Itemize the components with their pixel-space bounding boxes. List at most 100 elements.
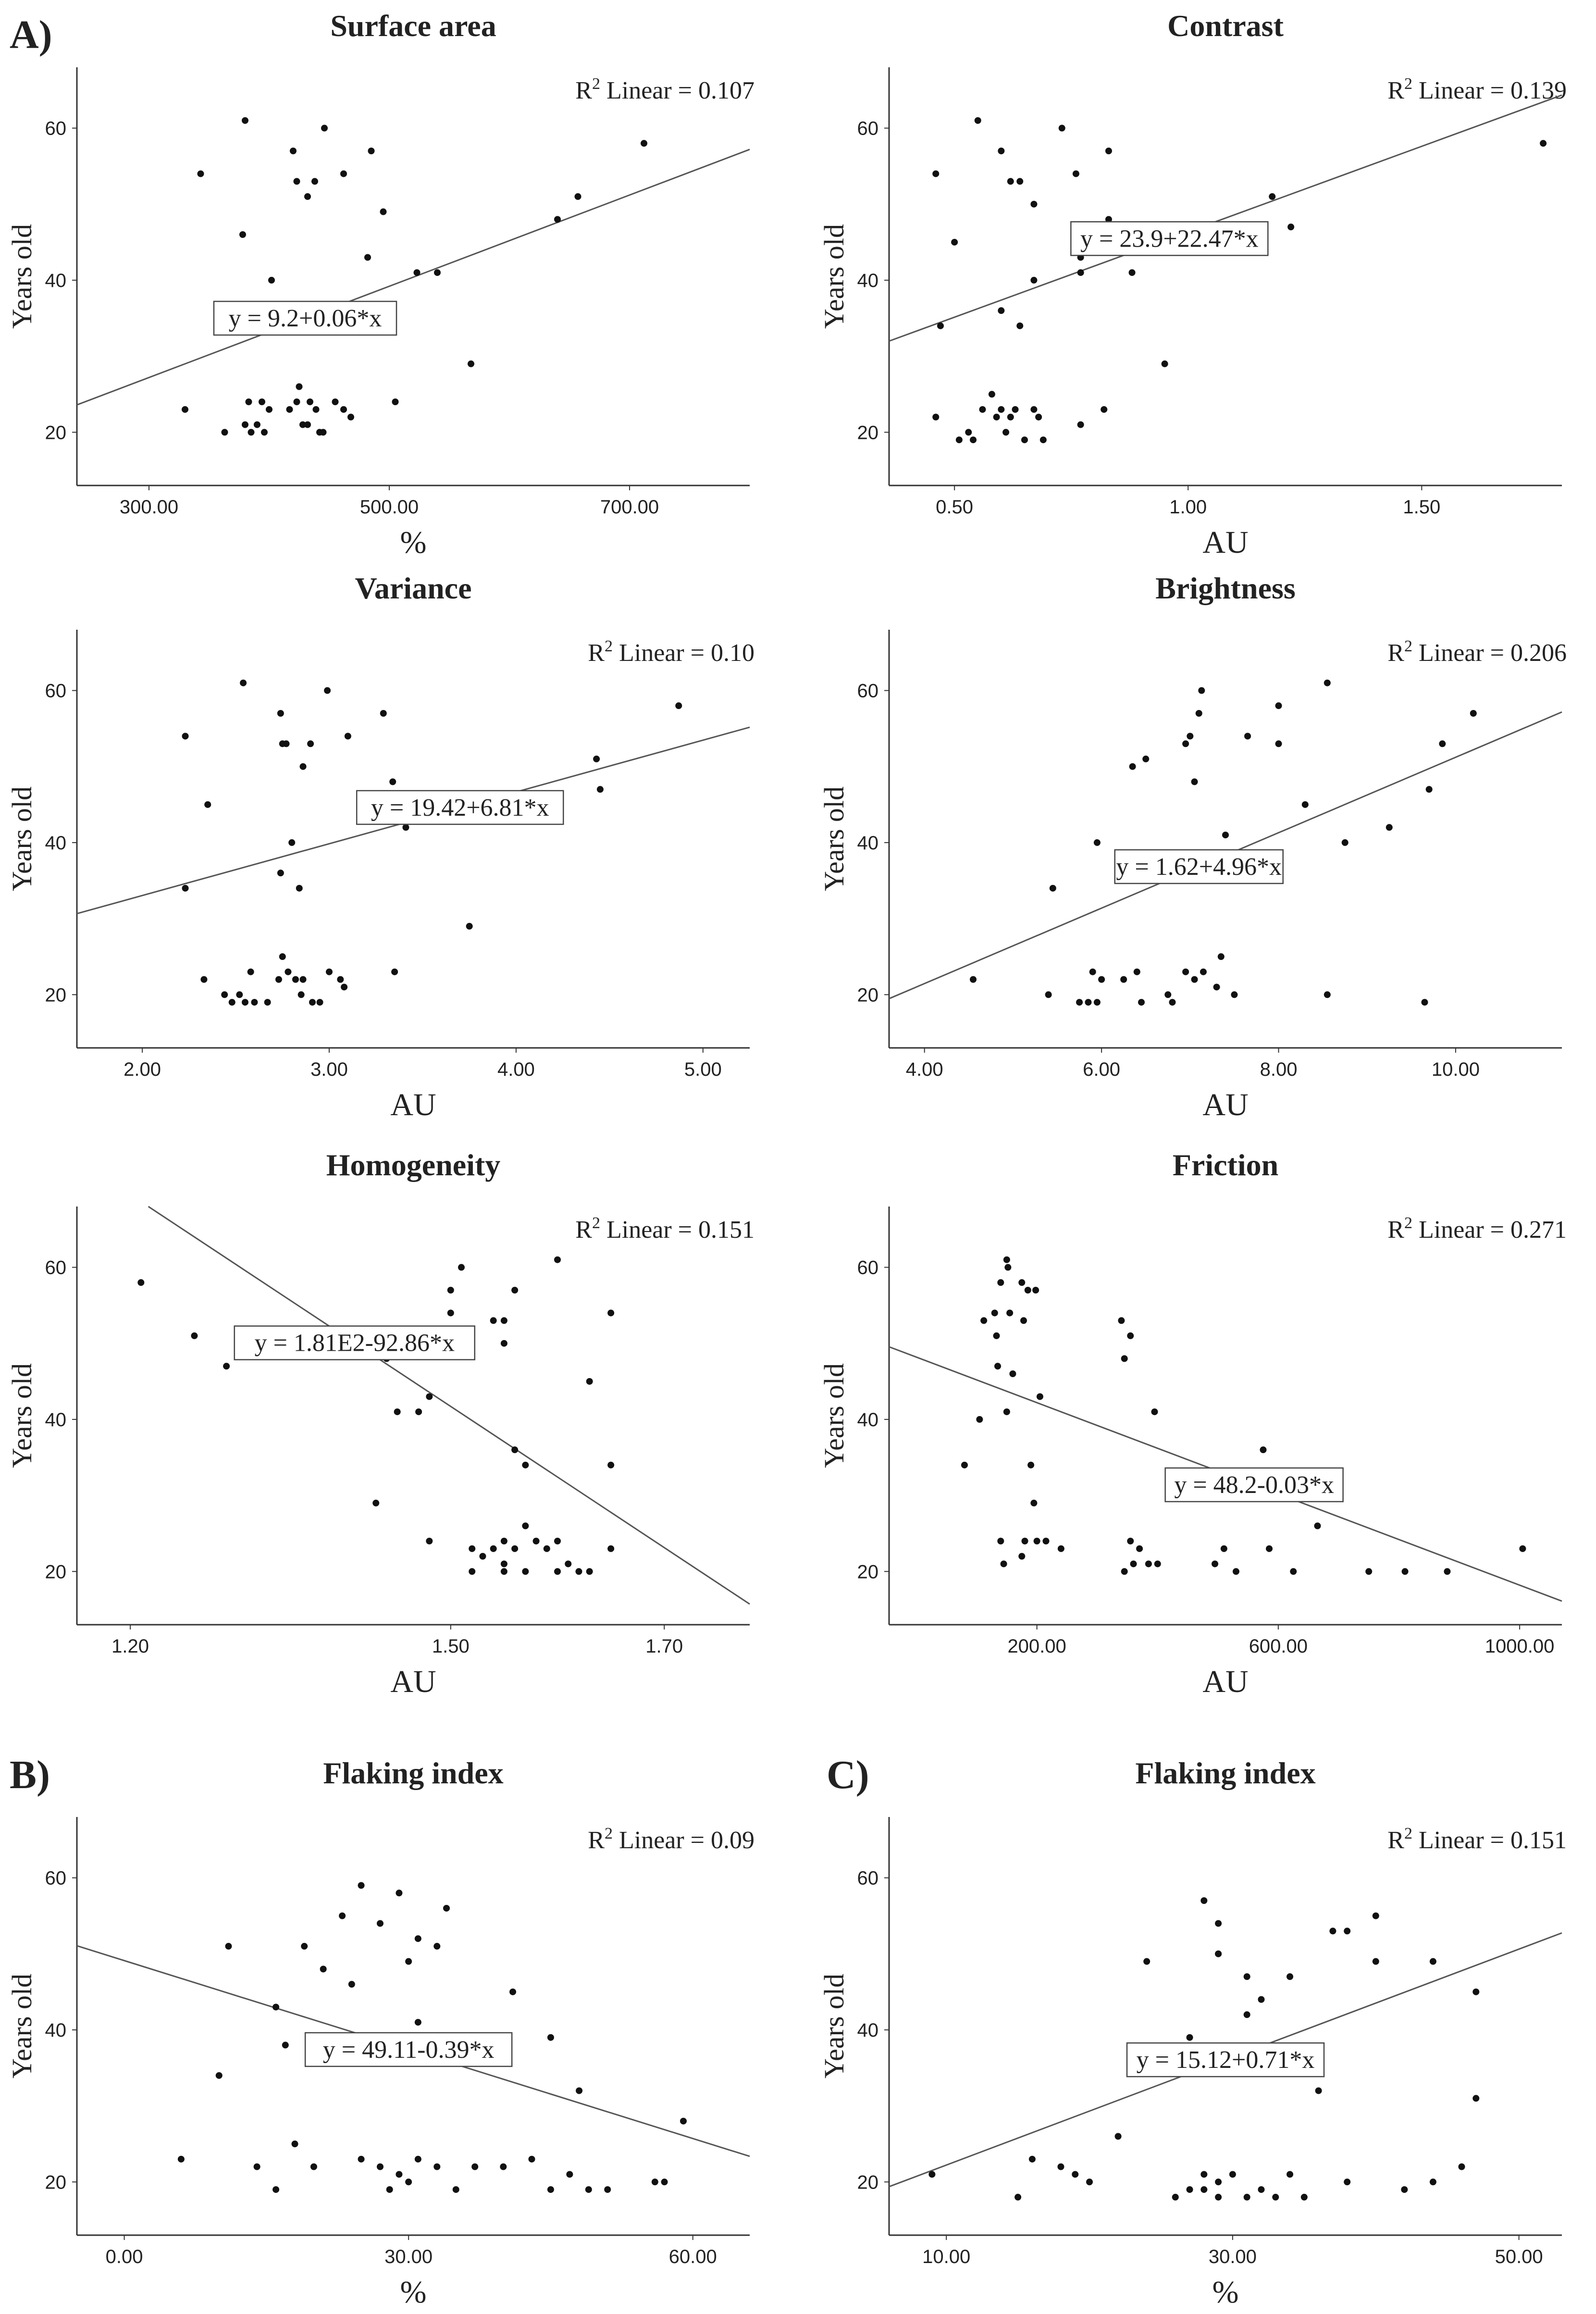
equation-text-1: y = 9.2+0.06*x — [229, 305, 382, 332]
data-point-8-27 — [1086, 2178, 1093, 2186]
data-point-8-14 — [1243, 2011, 1250, 2018]
data-point-4-16 — [1324, 679, 1331, 686]
data-point-3-21 — [200, 976, 208, 983]
data-point-3-27 — [251, 999, 258, 1006]
x-tick-label-4-3: 10.00 — [1432, 1059, 1480, 1080]
data-point-7-17 — [509, 1988, 517, 1995]
r2-label-6: R2 Linear = 0.271 — [1387, 1214, 1567, 1244]
data-point-7-5 — [320, 1966, 327, 1973]
x-axis-label-5: AU — [390, 1664, 436, 1699]
data-point-6-46 — [1519, 1545, 1526, 1552]
data-point-6-3 — [991, 1309, 998, 1317]
data-point-4-15 — [1301, 801, 1309, 808]
data-point-7-18 — [547, 2034, 554, 2041]
data-point-6-10 — [1009, 1370, 1016, 1377]
r2-superscript: 2 — [592, 1214, 600, 1232]
data-point-5-14 — [511, 1446, 519, 1454]
data-point-4-40 — [1421, 999, 1428, 1006]
data-point-7-22 — [272, 2186, 280, 2193]
data-point-7-26 — [376, 2163, 384, 2170]
data-point-2-26 — [979, 406, 986, 413]
data-point-3-20 — [675, 702, 682, 709]
data-point-4-24 — [1085, 999, 1092, 1006]
x-axis-label-2: AU — [1202, 525, 1248, 560]
data-point-1-17 — [434, 269, 441, 276]
y-tick-label-6-1: 40 — [857, 1409, 879, 1431]
data-point-8-29 — [1186, 2186, 1193, 2193]
x-tick-label-2-0: 0.50 — [936, 497, 973, 518]
data-point-3-8 — [324, 687, 331, 694]
equation-box-3 — [356, 790, 564, 825]
data-point-8-3 — [1072, 2171, 1079, 2178]
y-tick-label-7-0: 20 — [45, 2172, 67, 2193]
data-point-5-0 — [137, 1279, 145, 1286]
data-point-7-31 — [433, 2163, 441, 2170]
data-point-2-25 — [970, 436, 977, 444]
data-point-6-0 — [961, 1461, 968, 1468]
data-point-5-39 — [607, 1545, 615, 1552]
data-point-4-25 — [1089, 968, 1096, 975]
data-point-3-9 — [344, 733, 351, 740]
data-point-7-7 — [348, 1981, 355, 1988]
data-point-2-6 — [1016, 178, 1024, 185]
data-point-4-39 — [1324, 991, 1331, 998]
x-tick-label-7-0: 0.00 — [106, 2246, 143, 2267]
equation-text-6: y = 48.2-0.03*x — [1174, 1471, 1334, 1499]
data-point-3-26 — [247, 968, 254, 975]
chart-7: B) Flaking index 20 40 60 0.00 30.00 60.00% Year… — [6, 1753, 755, 2310]
data-point-1-37 — [312, 406, 320, 413]
data-point-4-2 — [1093, 839, 1101, 846]
data-point-3-25 — [242, 999, 248, 1006]
r2-value: Linear = 0.139 — [1412, 77, 1567, 104]
data-point-4-14 — [1275, 740, 1282, 747]
data-point-8-24 — [1472, 1988, 1480, 1995]
y-tick-label-1-0: 20 — [45, 422, 67, 443]
data-point-2-31 — [1007, 413, 1014, 421]
data-point-4-9 — [1195, 710, 1202, 717]
y-tick-label-6-0: 20 — [857, 1561, 879, 1582]
data-point-8-43 — [1458, 2163, 1465, 2170]
data-point-3-32 — [292, 976, 299, 983]
data-point-4-26 — [1093, 999, 1101, 1006]
data-point-6-14 — [1032, 1287, 1039, 1294]
data-point-7-8 — [358, 1882, 365, 1889]
data-point-4-20 — [1439, 740, 1446, 747]
x-tick-label-4-2: 8.00 — [1260, 1059, 1298, 1080]
r2-symbol: R — [1387, 639, 1404, 667]
data-point-7-33 — [471, 2163, 479, 2170]
data-point-3-39 — [341, 983, 348, 991]
data-point-3-22 — [221, 991, 228, 998]
chart-5: Homogeneity 20 40 60 1.20 1.50 1.70 AU Years old… — [6, 1148, 755, 1699]
data-point-6-24 — [997, 1538, 1004, 1544]
y-tick-label-2-1: 40 — [857, 270, 879, 291]
data-point-6-41 — [1290, 1568, 1297, 1575]
data-point-2-7 — [1030, 200, 1038, 208]
regression-line-1 — [76, 149, 750, 406]
data-point-8-39 — [1300, 2193, 1308, 2201]
data-point-6-27 — [1021, 1538, 1028, 1544]
equation-box-5 — [234, 1325, 476, 1360]
data-point-8-15 — [1243, 1973, 1250, 1980]
data-point-3-31 — [285, 968, 292, 975]
chart-title-3: Variance — [355, 571, 472, 605]
data-point-4-6 — [1182, 740, 1189, 747]
panel-label-1: A) — [10, 12, 52, 57]
charts-layer: A) Surface area 20 40 60 300.00 500.00 700.00% Y… — [6, 9, 1567, 2310]
data-point-1-31 — [286, 406, 293, 413]
data-point-2-19 — [1269, 193, 1276, 200]
data-point-5-20 — [607, 1461, 615, 1468]
data-point-7-37 — [566, 2171, 573, 2178]
data-point-8-1 — [1028, 2155, 1036, 2163]
data-point-6-30 — [1057, 1545, 1064, 1552]
data-point-1-18 — [468, 360, 474, 367]
data-point-6-37 — [1212, 1560, 1219, 1568]
x-tick-label-5-1: 1.50 — [432, 1636, 470, 1657]
x-tick-label-1-1: 500.00 — [360, 497, 419, 518]
data-point-7-4 — [301, 1942, 308, 1950]
regression-line-5 — [148, 1206, 750, 1605]
equation-box-4 — [1114, 849, 1284, 884]
data-point-8-40 — [1344, 2178, 1351, 2186]
r2-superscript: 2 — [1404, 75, 1412, 93]
y-tick-label-6-2: 60 — [857, 1257, 879, 1279]
data-point-4-35 — [1200, 968, 1207, 975]
